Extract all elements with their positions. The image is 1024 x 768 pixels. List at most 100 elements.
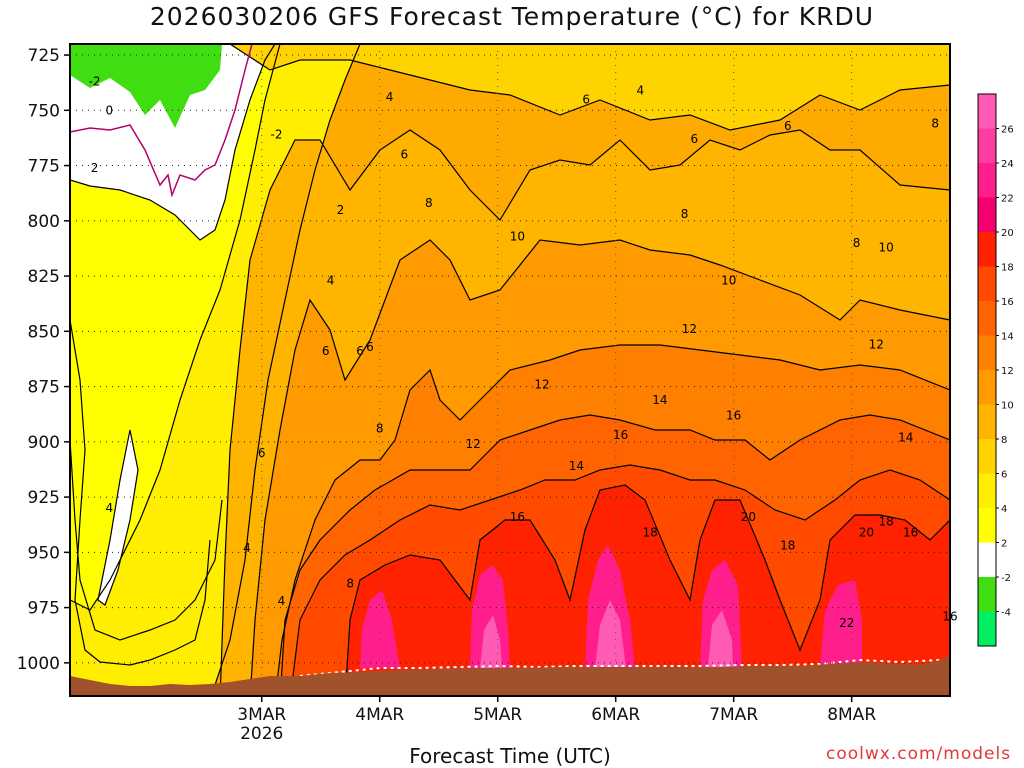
- contour-value-label: 16: [903, 525, 918, 539]
- colorbar-swatch: [978, 473, 996, 508]
- contour-value-label: 8: [425, 196, 433, 210]
- colorbar-swatch: [978, 197, 996, 232]
- contour-value-label: 10: [878, 240, 893, 254]
- contour-line: [70, 44, 276, 241]
- contour-value-label: 6: [356, 344, 364, 358]
- colorbar-label: 8: [1001, 435, 1007, 446]
- contour-value-label: 6: [322, 344, 330, 358]
- colorbar-label: 24: [1001, 159, 1014, 170]
- colorbar-swatch: [978, 508, 996, 543]
- chart-title: 2026030206 GFS Forecast Temperature (°C)…: [149, 2, 875, 31]
- colorbar-swatch: [978, 232, 996, 267]
- contour-lines: [70, 44, 950, 696]
- temperature-band: [230, 44, 950, 130]
- colorbar-label: 2: [1001, 539, 1007, 550]
- contour-value-label: 6: [582, 92, 590, 106]
- plot-frame: [69, 43, 951, 697]
- contour-line: [210, 44, 361, 696]
- contour-value-label: 4: [386, 90, 394, 104]
- colorbar-label: 12: [1001, 366, 1014, 377]
- contour-line: [70, 439, 223, 641]
- x-tick-label: 6MAR: [591, 705, 640, 725]
- colorbar-swatch: [978, 439, 996, 474]
- x-tick-label: 3MAR: [237, 705, 286, 725]
- colorbar-swatch: [978, 611, 996, 646]
- contour-value-label: 20: [859, 525, 874, 539]
- contour-value-label: 0: [106, 103, 114, 117]
- credit-link[interactable]: coolwx.com/models: [826, 744, 1012, 764]
- contour-value-label: 12: [465, 437, 480, 451]
- contour-value-label: 4: [327, 273, 335, 287]
- contour-line: [249, 239, 950, 696]
- contour-line: [219, 129, 950, 696]
- warm-core: [820, 580, 862, 665]
- warm-core: [595, 600, 626, 668]
- colorbar-label: 14: [1001, 332, 1014, 343]
- colorbar-swatch: [978, 404, 996, 439]
- colorbar-swatch: [978, 266, 996, 301]
- contour-line: [344, 484, 950, 696]
- contour-value-label: 6: [784, 119, 792, 133]
- contour-line: [274, 344, 950, 696]
- contour-value-label: 18: [642, 525, 657, 539]
- contour-value-label: 8: [681, 207, 689, 221]
- x-tick-sublabel: 2026: [240, 724, 283, 744]
- contour-value-label: 4: [278, 594, 286, 608]
- colorbar-label: -2: [1001, 573, 1011, 584]
- contour-value-label: 14: [898, 430, 913, 444]
- colorbar-label: 16: [1001, 297, 1014, 308]
- contour-value-label: 16: [510, 510, 525, 524]
- warm-core: [360, 590, 400, 668]
- y-tick-label: 1000: [17, 654, 60, 674]
- y-tick-label: 900: [28, 433, 60, 453]
- y-tick-label: 750: [28, 101, 60, 121]
- contour-value-label: 8: [346, 576, 354, 590]
- contour-line: [70, 319, 211, 666]
- contour-value-label: 12: [534, 377, 549, 391]
- contour-value-label: 2: [337, 203, 345, 217]
- colorbar-label: -4: [1001, 608, 1011, 619]
- contour-value-label: 4: [243, 541, 251, 555]
- y-tick-label: 725: [28, 46, 60, 66]
- contour-value-label: 12: [682, 322, 697, 336]
- contour-value-label: 10: [721, 273, 736, 287]
- contour-line: [289, 464, 950, 696]
- temperature-band: [70, 44, 275, 240]
- y-tick-label: 825: [28, 267, 60, 287]
- contour-value-label: 4: [106, 501, 114, 515]
- temperature-band: [70, 44, 222, 128]
- contour-value-label: 6: [400, 148, 408, 162]
- contour-line: [70, 44, 281, 611]
- colorbar-swatch: [978, 94, 996, 129]
- x-tick-label: 4MAR: [355, 705, 404, 725]
- colorbar-swatch: [978, 301, 996, 336]
- contour-value-label: 4: [636, 83, 644, 97]
- colorbar-swatch: [978, 370, 996, 405]
- colorbar-label: 22: [1001, 194, 1014, 205]
- contour-value-label: -2: [89, 75, 101, 89]
- surface-line: [299, 658, 941, 677]
- warm-core: [480, 615, 502, 668]
- warm-cores: [360, 545, 862, 668]
- contour-value-label: 6: [366, 340, 374, 354]
- x-tick-label: 5MAR: [473, 705, 522, 725]
- contour-value-label: 16: [613, 428, 628, 442]
- contour-line: [229, 44, 950, 131]
- contour-value-label: 16: [726, 408, 741, 422]
- colorbar-swatch: [978, 128, 996, 163]
- y-tick-label: 850: [28, 322, 60, 342]
- colorbar-label: 6: [1001, 470, 1007, 481]
- y-tick-label: 950: [28, 543, 60, 563]
- ground-terrain: [70, 656, 950, 696]
- contour-value-label: 8: [931, 117, 939, 131]
- colorbar-label: 10: [1001, 401, 1014, 412]
- contour-value-label: 22: [839, 616, 854, 630]
- colorbar-label: 20: [1001, 228, 1014, 239]
- contour-value-label: 20: [741, 510, 756, 524]
- y-tick-label: 875: [28, 378, 60, 398]
- x-tick-label: 8MAR: [827, 705, 876, 725]
- contour-value-label: -2: [270, 128, 282, 142]
